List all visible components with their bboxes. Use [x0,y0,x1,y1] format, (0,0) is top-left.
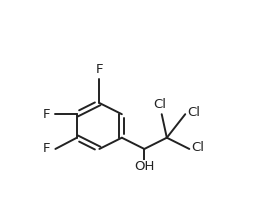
Text: F: F [43,108,50,121]
Text: F: F [43,142,50,155]
Text: F: F [96,63,103,76]
Text: Cl: Cl [191,141,204,154]
Text: OH: OH [134,160,155,173]
Text: Cl: Cl [187,106,200,119]
Text: Cl: Cl [153,98,166,111]
